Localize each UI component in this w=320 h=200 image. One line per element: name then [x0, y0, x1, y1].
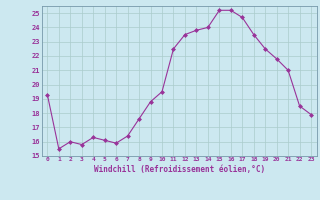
- X-axis label: Windchill (Refroidissement éolien,°C): Windchill (Refroidissement éolien,°C): [94, 165, 265, 174]
